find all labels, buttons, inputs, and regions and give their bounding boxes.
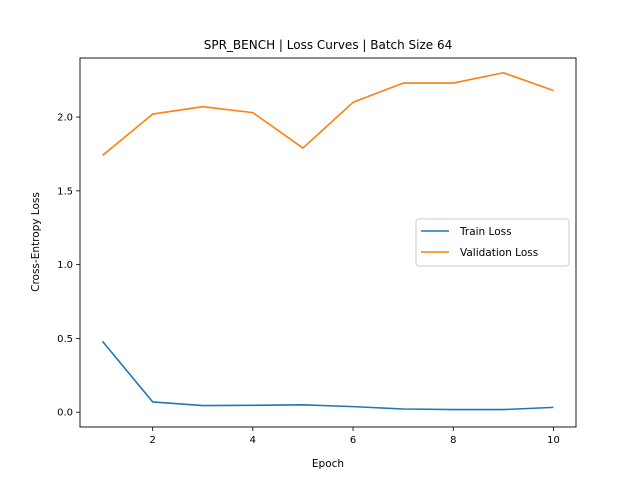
legend-box xyxy=(415,218,570,267)
series-line-train-loss xyxy=(101,340,554,411)
x-tick-label: 8 xyxy=(450,435,456,446)
series-line-validation-loss xyxy=(102,71,554,157)
x-tick-label: 6 xyxy=(350,435,356,446)
x-tick-label: 2 xyxy=(149,435,155,446)
y-tick-label: 1.5 xyxy=(57,186,73,197)
y-axis: 0.0 0.5 1.0 1.5 2.0 xyxy=(57,113,80,419)
legend-label: Validation Loss xyxy=(460,247,538,259)
x-axis-title: Epoch xyxy=(312,458,344,470)
x-tick-label: 10 xyxy=(547,435,560,446)
y-tick-label: 0.0 xyxy=(57,408,73,419)
y-axis-title: Cross-Entropy Loss xyxy=(30,192,42,292)
legend: Train Loss Validation Loss xyxy=(415,218,570,267)
plot-area xyxy=(79,57,577,428)
chart-title: SPR_BENCH | Loss Curves | Batch Size 64 xyxy=(204,38,453,52)
x-axis: 2 4 6 8 10 xyxy=(149,427,560,446)
y-tick-label: 1.0 xyxy=(57,260,73,271)
x-tick-label: 4 xyxy=(250,435,256,446)
legend-label: Train Loss xyxy=(459,226,512,238)
y-tick-label: 0.5 xyxy=(57,334,73,345)
y-tick-label: 2.0 xyxy=(57,113,73,124)
series-layer xyxy=(101,71,554,411)
